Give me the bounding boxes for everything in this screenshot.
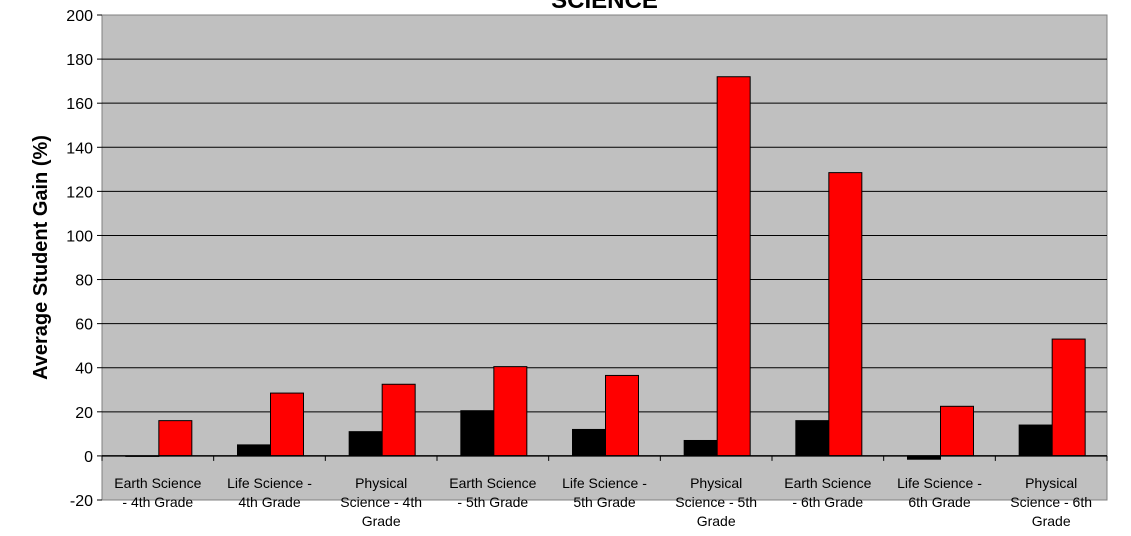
bar-red [716, 76, 751, 457]
bar-red [270, 392, 304, 457]
y-tick-label: -20 [70, 493, 93, 510]
y-tick-label: 120 [66, 184, 93, 201]
y-tick-label: 40 [75, 361, 93, 378]
y-tick-label: 100 [66, 228, 93, 245]
x-category-label: Physical Science - 5th Grade [675, 475, 757, 529]
y-tick-label: 200 [66, 8, 93, 25]
bar-red [605, 374, 639, 457]
chart-title: SCIENCE [551, 0, 658, 14]
bar-black [237, 444, 271, 457]
bars [101, 76, 1108, 461]
bar-red [940, 405, 974, 457]
bar-black [348, 431, 383, 457]
bar-red [1051, 338, 1086, 457]
bar-red [828, 172, 863, 457]
gridlines [102, 58, 1107, 413]
y-axis-label: Average Student Gain (%) [30, 135, 52, 380]
y-tick-label: 20 [75, 405, 93, 422]
bar-red [158, 420, 193, 457]
bar-red [493, 366, 528, 457]
x-category-label: Earth Science - 6th Grade [784, 475, 871, 510]
x-category-label: Physical Science - 6th Grade [1010, 475, 1092, 529]
y-axis-ticks: -20 0 20 40 60 80 100 120 140 160 180 200 [66, 8, 102, 510]
y-tick-label: 60 [75, 317, 93, 334]
x-category-label: Life Science -5th Grade [562, 475, 647, 510]
y-tick-label: 180 [66, 52, 93, 69]
bar-black [460, 410, 495, 457]
x-category-label: Earth Science - 5th Grade [449, 475, 536, 510]
x-axis-labels: Earth Science - 4th Grade Life Science -4t… [114, 475, 1092, 529]
bar-black [1018, 424, 1053, 457]
bar-black [795, 420, 830, 457]
bar-red [381, 383, 416, 457]
x-category-label: Life Science -6th Grade [897, 475, 982, 510]
bar-black [572, 428, 606, 457]
y-tick-label: 0 [84, 449, 93, 466]
bar-black [683, 439, 718, 457]
plot-area [101, 14, 1108, 501]
x-category-label: Earth Science - 4th Grade [114, 475, 201, 510]
y-tick-label: 80 [75, 273, 93, 290]
x-category-label: Life Science -4th Grade [227, 475, 312, 510]
x-category-label: Physical Science - 4th Grade [340, 475, 422, 529]
y-tick-label: 160 [66, 96, 93, 113]
y-tick-label: 140 [66, 140, 93, 157]
